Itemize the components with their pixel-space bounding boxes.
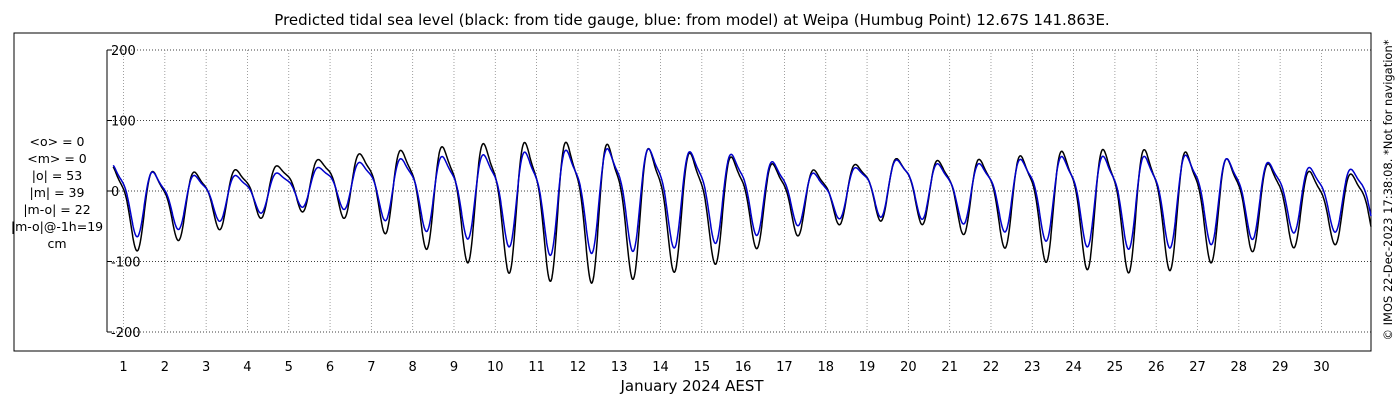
x-tick-label: 16 xyxy=(735,360,752,375)
grid xyxy=(107,49,1371,333)
copyright-note: © IMOS 22-Dec-2023 17:38:08. *Not for na… xyxy=(1381,39,1395,340)
y-axis-ticks: 200 100 0 -100 -200 xyxy=(107,44,141,341)
x-tick-label: 3 xyxy=(202,360,210,375)
outer-frame xyxy=(13,32,1372,352)
stat-line: cm xyxy=(47,236,66,251)
x-tick-label: 4 xyxy=(243,360,251,375)
x-tick-label: 22 xyxy=(983,360,1000,375)
x-tick-label: 21 xyxy=(941,360,958,375)
x-tick-label: 23 xyxy=(1024,360,1041,375)
y-tick-label: 0 xyxy=(111,185,119,200)
stat-line: |m| = 39 xyxy=(30,185,85,200)
series-lines xyxy=(112,141,1372,284)
x-tick-label: 13 xyxy=(611,360,628,375)
statistics-block: <o> = 0 <m> = 0 |o| = 53 |m| = 39 |m-o| = 22… xyxy=(11,134,103,251)
x-tick-label: 5 xyxy=(285,360,293,375)
x-tick-label: 2 xyxy=(161,360,169,375)
x-tick-label: 6 xyxy=(326,360,334,375)
x-tick-label: 8 xyxy=(409,360,417,375)
x-tick-label: 30 xyxy=(1313,360,1330,375)
stat-line: |m-o| = 22 xyxy=(23,202,90,217)
stat-line: |m-o|@-1h=19 xyxy=(11,219,103,234)
x-tick-label: 10 xyxy=(487,360,504,375)
x-tick-label: 9 xyxy=(450,360,458,375)
x-tick-label: 15 xyxy=(694,360,711,375)
x-axis-label: January 2024 AEST xyxy=(620,377,765,395)
x-tick-label: 27 xyxy=(1189,360,1206,375)
y-tick-label: -200 xyxy=(111,326,141,341)
x-tick-label: 1 xyxy=(119,360,127,375)
chart-title: Predicted tidal sea level (black: from t… xyxy=(274,11,1109,29)
x-tick-label: 19 xyxy=(859,360,876,375)
x-tick-label: 7 xyxy=(367,360,375,375)
x-tick-label: 18 xyxy=(817,360,834,375)
stat-line: <o> = 0 xyxy=(30,134,85,149)
x-tick-label: 20 xyxy=(900,360,917,375)
x-tick-label: 14 xyxy=(652,360,669,375)
y-tick-label: -100 xyxy=(111,256,141,271)
x-tick-label: 28 xyxy=(1231,360,1248,375)
x-tick-label: 29 xyxy=(1272,360,1289,375)
x-tick-label: 11 xyxy=(528,360,545,375)
stat-line: <m> = 0 xyxy=(27,151,87,166)
series-line xyxy=(112,147,1372,257)
stat-line: |o| = 53 xyxy=(32,168,82,183)
x-tick-label: 12 xyxy=(570,360,587,375)
y-tick-label: 200 xyxy=(111,44,136,59)
x-tick-label: 25 xyxy=(1107,360,1124,375)
x-tick-label: 24 xyxy=(1065,360,1082,375)
x-tick-label: 17 xyxy=(776,360,793,375)
series-line xyxy=(112,141,1372,284)
x-axis-ticks: 1 2 3 4 5 6 7 8 9 10 11 12 13 14 15 16 17 18 19 20 21 22 23 24 2… xyxy=(119,360,1329,375)
x-tick-label: 26 xyxy=(1148,360,1165,375)
y-tick-label: 100 xyxy=(111,115,136,130)
